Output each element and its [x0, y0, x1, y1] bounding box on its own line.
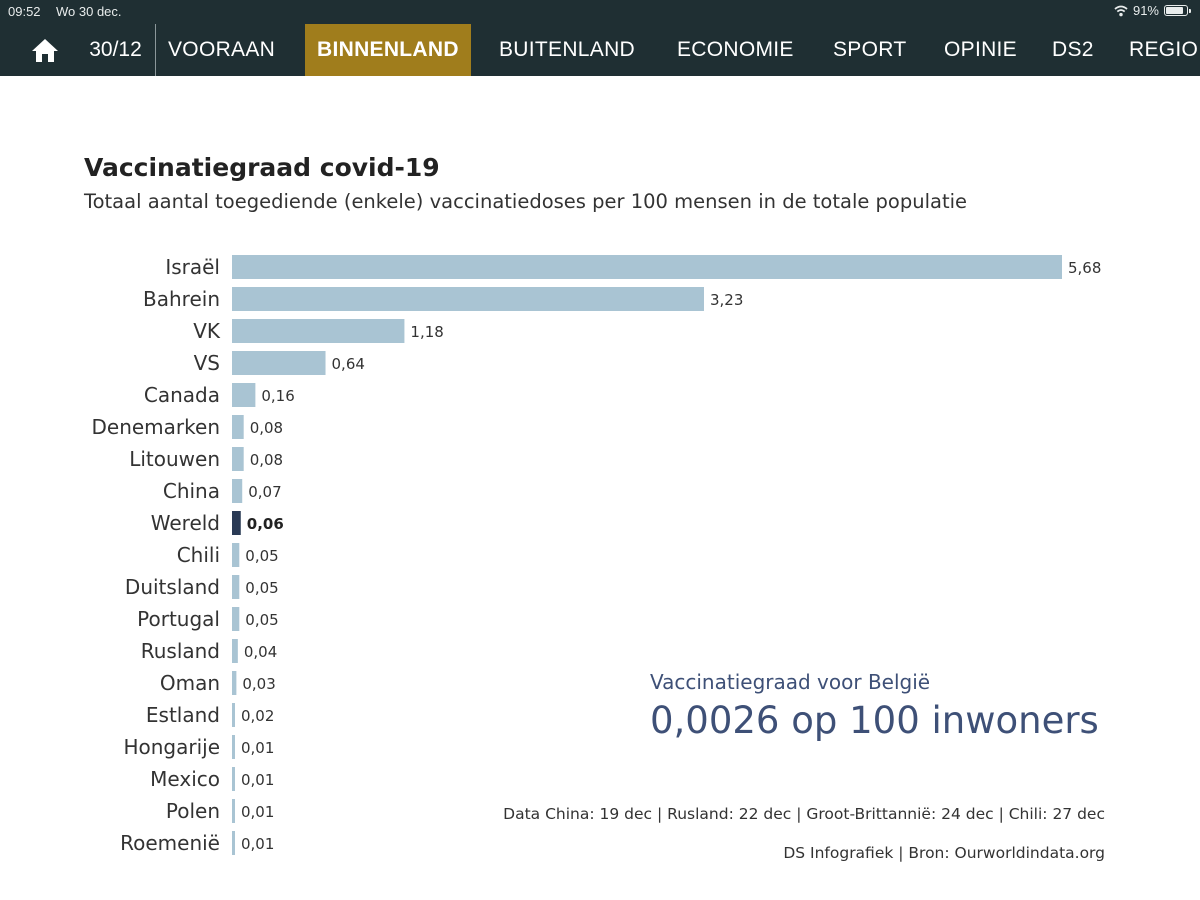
category-label-estland: Estland [146, 703, 220, 727]
wifi-icon [1114, 5, 1128, 16]
tab-opinie[interactable]: OPINIE [944, 38, 1017, 61]
category-label-polen: Polen [166, 799, 220, 823]
battery-fill [1166, 7, 1184, 14]
value-label-portugal: 0,05 [245, 611, 278, 629]
tab-regio[interactable]: REGIO [1129, 38, 1199, 61]
bar-portugal [232, 607, 240, 631]
category-label-duitsland: Duitsland [125, 575, 220, 599]
category-label-vs: VS [194, 351, 220, 375]
status-date: Wo 30 dec. [56, 4, 122, 19]
category-label-bahrein: Bahrein [143, 287, 220, 311]
category-label-vk: VK [193, 319, 221, 343]
section-nav: 30/12 VOORAAN BINNENLAND BUITENLAND ECONOMI… [0, 24, 1200, 76]
home-icon[interactable] [30, 36, 60, 64]
value-label-hongarije: 0,01 [241, 739, 274, 757]
bar-mexico [232, 767, 235, 791]
tab-buitenland[interactable]: BUITENLAND [499, 38, 636, 61]
bar-chili [232, 543, 240, 567]
category-label-portugal: Portugal [137, 607, 220, 631]
category-label-hongarije: Hongarije [123, 735, 220, 759]
battery-percentage: 91% [1132, 3, 1159, 18]
category-label-denemarken: Denemarken [92, 415, 221, 439]
category-label-israel: Israël [165, 255, 220, 279]
bar-china [232, 479, 243, 503]
data-dates-note: Data China: 19 dec | Rusland: 22 dec | G… [503, 805, 1105, 823]
bar-rusland [232, 639, 238, 663]
category-label-mexico: Mexico [150, 767, 220, 791]
bar-estland [232, 703, 235, 727]
value-label-vk: 1,18 [410, 323, 443, 341]
vaccination-chart: Vaccinatiegraad covid-19 Totaal aantal t… [83, 153, 1105, 862]
bar-roemenie [232, 831, 235, 855]
bar-canada [232, 383, 256, 407]
belgium-callout-value: 0,0026 op 100 inwoners [650, 699, 1099, 742]
tab-ds2[interactable]: DS2 [1052, 38, 1094, 61]
value-label-litouwen: 0,08 [250, 451, 283, 469]
bar-israel [232, 255, 1062, 279]
bar-vk [232, 319, 405, 343]
category-label-chili: Chili [177, 543, 220, 567]
value-label-bahrein: 3,23 [710, 291, 743, 309]
bar-oman [232, 671, 237, 695]
value-label-israel: 5,68 [1068, 259, 1101, 277]
category-label-oman: Oman [160, 671, 220, 695]
value-label-china: 0,07 [248, 483, 281, 501]
chart-subtitle: Totaal aantal toegediende (enkele) vacci… [83, 190, 967, 213]
value-label-roemenie: 0,01 [241, 835, 274, 853]
category-label-china: China [163, 479, 220, 503]
category-label-litouwen: Litouwen [129, 447, 220, 471]
tab-economie[interactable]: ECONOMIE [677, 38, 794, 61]
value-label-duitsland: 0,05 [245, 579, 278, 597]
tab-vooraan[interactable]: VOORAAN [168, 38, 276, 61]
tab-binnenland[interactable]: BINNENLAND [305, 24, 471, 76]
category-label-wereld: Wereld [151, 511, 220, 535]
bar-bahrein [232, 287, 704, 311]
value-label-wereld: 0,06 [247, 515, 284, 533]
source-note: DS Infografiek | Bron: Ourworldindata.or… [783, 844, 1105, 862]
bar-hongarije [232, 735, 235, 759]
status-right: 91% [1114, 3, 1191, 18]
value-label-mexico: 0,01 [241, 771, 274, 789]
bar-vs [232, 351, 326, 375]
bar-denemarken [232, 415, 244, 439]
value-label-vs: 0,64 [332, 355, 365, 373]
value-label-rusland: 0,04 [244, 643, 277, 661]
tab-sport[interactable]: SPORT [833, 38, 907, 61]
category-label-canada: Canada [144, 383, 220, 407]
bar-wereld [232, 511, 241, 535]
chart-title: Vaccinatiegraad covid-19 [84, 153, 440, 182]
status-bar: 09:52 Wo 30 dec. 91% [0, 0, 1200, 24]
bar-duitsland [232, 575, 240, 599]
value-label-canada: 0,16 [261, 387, 294, 405]
chart-bars: Israël 5,68 Bahrein 3,23 VK 1,18 VS 0,64 Canada 0… [92, 255, 1101, 855]
status-time: 09:52 [8, 4, 41, 19]
category-label-rusland: Rusland [141, 639, 220, 663]
value-label-denemarken: 0,08 [250, 419, 283, 437]
value-label-chili: 0,05 [245, 547, 278, 565]
value-label-estland: 0,02 [241, 707, 274, 725]
category-label-roemenie: Roemenië [120, 831, 220, 855]
bar-litouwen [232, 447, 244, 471]
bar-polen [232, 799, 235, 823]
nav-date[interactable]: 30/12 [76, 24, 156, 76]
battery-icon [1164, 5, 1191, 16]
belgium-callout-label: Vaccinatiegraad voor België [650, 670, 930, 694]
value-label-polen: 0,01 [241, 803, 274, 821]
value-label-oman: 0,03 [242, 675, 275, 693]
